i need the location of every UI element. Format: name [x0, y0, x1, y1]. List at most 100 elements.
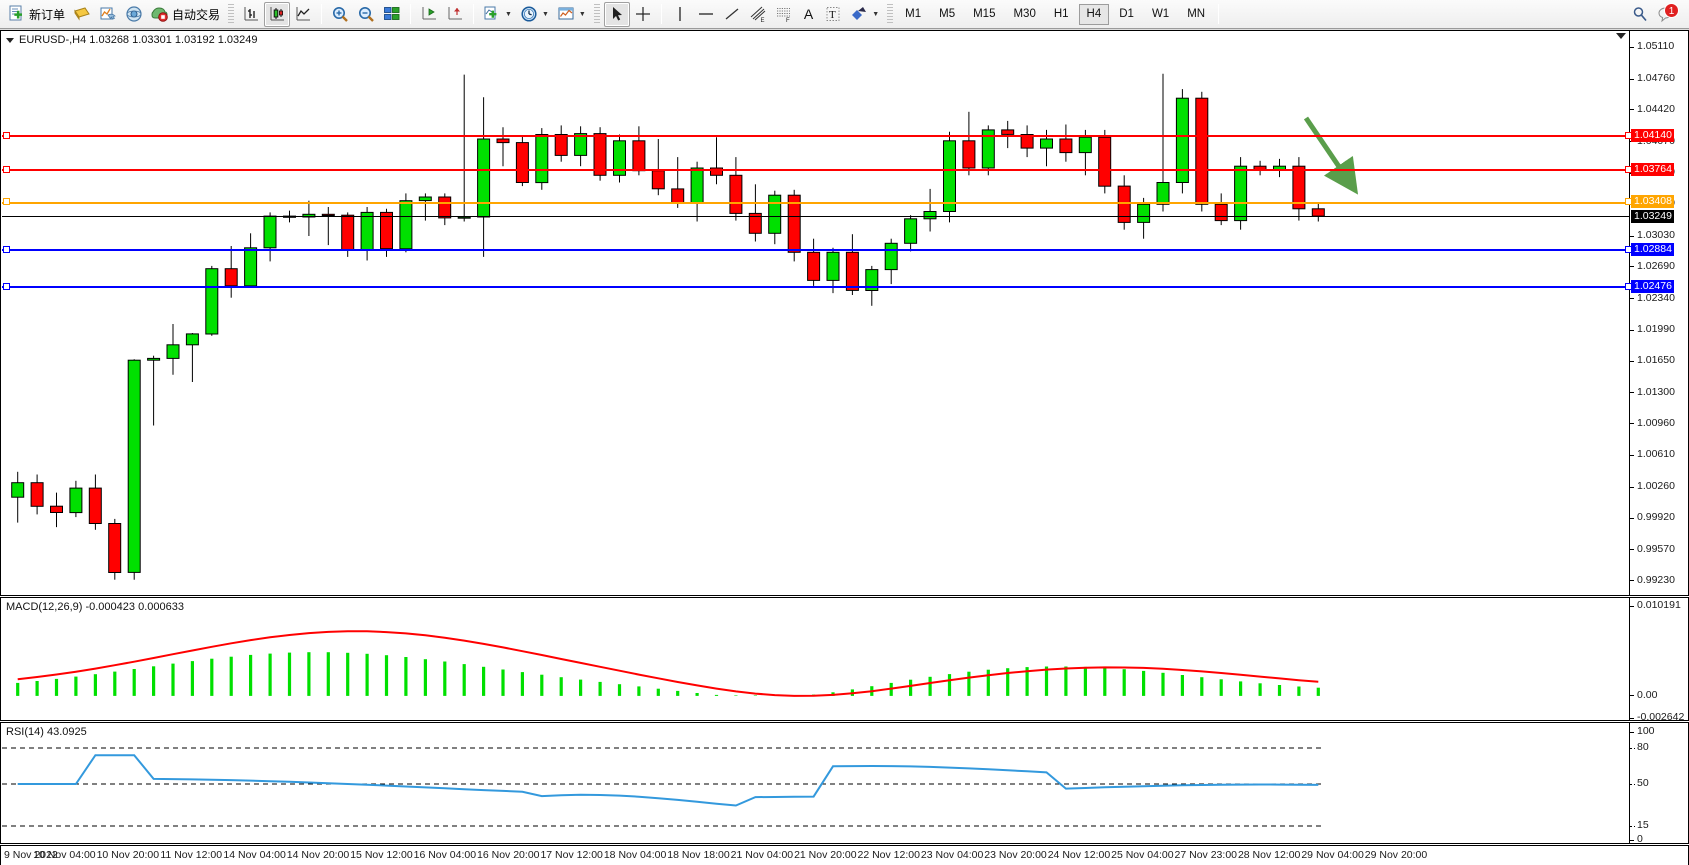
price-level-line-1.03249[interactable] — [2, 216, 1629, 218]
price-level-handle-1.04140[interactable] — [3, 131, 10, 139]
time-tick-label: 29 Nov 04:00 — [1301, 849, 1364, 861]
trendline-tool[interactable] — [719, 2, 745, 27]
horizontal-line-icon — [697, 5, 715, 23]
price-level-label-resistance[interactable]: 1.04140 — [1625, 128, 1674, 142]
new-order-label: 新订单 — [29, 7, 66, 22]
horizontal-line-tool[interactable] — [693, 2, 719, 27]
pane-collapse-icon[interactable] — [1616, 33, 1626, 39]
timeframe-button-m1[interactable]: M1 — [897, 4, 929, 25]
timeframe-button-m30[interactable]: M30 — [1005, 4, 1043, 25]
search-icon — [1631, 5, 1649, 23]
chevron-down-icon[interactable]: ▼ — [541, 10, 549, 18]
cursor-tool[interactable] — [603, 1, 630, 27]
timeframe-button-m15[interactable]: M15 — [965, 4, 1003, 25]
data-window-button[interactable] — [69, 2, 95, 27]
candlestick-series — [11, 73, 1325, 580]
timeframe-button-h1[interactable]: H1 — [1046, 4, 1077, 25]
timeframe-button-m5[interactable]: M5 — [931, 4, 963, 25]
toolbar-grip-2[interactable] — [593, 4, 600, 24]
price-level-label-handle[interactable] — [1625, 282, 1632, 290]
price-level-line-1.03408[interactable] — [2, 201, 1629, 204]
price-tick-label: 1.05110 — [1637, 40, 1675, 53]
timeframe-button-d1[interactable]: D1 — [1111, 4, 1142, 25]
price-level-line-1.04140[interactable] — [2, 135, 1629, 138]
timeframe-label: M1 — [905, 8, 922, 20]
vertical-line-tool[interactable] — [667, 2, 693, 27]
tile-windows-button[interactable] — [379, 2, 405, 27]
toolbar-separator-4 — [660, 4, 662, 24]
price-axis[interactable]: 1.051101.047601.044201.040701.037201.033… — [1625, 31, 1688, 595]
shapes-tool[interactable]: ▼ — [846, 2, 883, 27]
macd-plot-area[interactable] — [2, 599, 1629, 719]
shapes-icon — [850, 5, 868, 23]
zoom-in-button[interactable] — [327, 2, 353, 27]
crosshair-icon — [634, 5, 652, 23]
chevron-down-icon[interactable]: ▼ — [872, 10, 880, 18]
timeframe-label: M15 — [973, 8, 996, 20]
timeframe-button-w1[interactable]: W1 — [1144, 4, 1177, 25]
open-data-folder-button[interactable] — [95, 2, 121, 27]
autotrading-button[interactable]: 自动交易 — [147, 2, 224, 27]
templates-button[interactable]: ▼ — [553, 2, 590, 27]
price-level-label-resistance[interactable]: 1.03764 — [1625, 162, 1674, 176]
rsi-legend: RSI(14) 43.0925 — [6, 726, 87, 738]
line-chart-button[interactable] — [290, 2, 316, 27]
macd-pane[interactable]: MACD(12,26,9) -0.000423 0.000633 0.01019… — [0, 597, 1689, 723]
crosshair-tool[interactable] — [630, 2, 656, 27]
macd-series — [16, 630, 1320, 697]
text-label-tool[interactable]: T — [820, 2, 846, 27]
new-order-button[interactable]: 新订单 — [4, 2, 69, 27]
price-level-label-current[interactable]: 1.03249 — [1631, 209, 1674, 223]
price-level-label-handle[interactable] — [1625, 131, 1632, 139]
price-level-label-pivot[interactable]: 1.03408 — [1625, 195, 1674, 209]
fibonacci-tool[interactable]: F — [771, 2, 797, 27]
candlestick-chart-button[interactable] — [264, 1, 291, 27]
text-tool[interactable]: A — [797, 2, 820, 27]
equidistant-channel-tool[interactable]: E — [745, 2, 771, 27]
candlestick-icon — [268, 5, 286, 23]
time-tick-label: 11 Nov 12:00 — [160, 849, 223, 861]
price-tick-label: 0.99230 — [1637, 573, 1675, 586]
search-button[interactable] — [1627, 2, 1653, 27]
price-level-handle-1.02476[interactable] — [3, 282, 10, 290]
market-watch-button[interactable] — [121, 2, 147, 27]
chart-shift-button[interactable] — [442, 2, 468, 27]
zoom-in-icon — [331, 5, 349, 23]
zoom-out-button[interactable] — [353, 2, 379, 27]
toolbar-separator — [321, 4, 323, 24]
chevron-down-icon[interactable]: ▼ — [505, 10, 512, 18]
period-clock-button[interactable]: ▼ — [516, 2, 553, 27]
rsi-axis[interactable]: 100 80 50 15 0 — [1629, 723, 1688, 845]
price-level-line-1.02476[interactable] — [2, 286, 1629, 289]
toolbar-grip[interactable] — [228, 4, 235, 24]
timeframe-button-mn[interactable]: MN — [1179, 4, 1213, 25]
rsi-plot-area[interactable] — [2, 724, 1629, 842]
price-level-line-1.02884[interactable] — [2, 249, 1629, 252]
price-level-handle-1.02884[interactable] — [3, 245, 10, 253]
price-pane[interactable]: EURUSD-,H4 1.03268 1.03301 1.03192 1.032… — [0, 30, 1689, 596]
rsi-tick-label: 15 — [1637, 819, 1649, 831]
timeframe-button-h4[interactable]: H4 — [1078, 3, 1110, 25]
macd-axis[interactable]: 0.010191 0.00 -0.002642 — [1629, 598, 1688, 723]
time-axis[interactable]: 9 Nov 2022 10 Nov 04:00 10 Nov 20:00 11 Nov… — [0, 845, 1689, 865]
auto-scroll-button[interactable] — [416, 2, 442, 27]
rsi-pane[interactable]: RSI(14) 43.0925 100 80 50 15 0 — [0, 722, 1689, 845]
time-tick-label: 17 Nov 12:00 — [540, 849, 603, 861]
price-level-label-support[interactable]: 1.02884 — [1625, 242, 1674, 256]
bar-chart-button[interactable] — [238, 2, 264, 27]
price-level-label-handle[interactable] — [1625, 165, 1632, 173]
price-level-line-1.03764[interactable] — [2, 169, 1629, 172]
toolbar-grip-3[interactable] — [887, 4, 894, 24]
price-level-label-handle[interactable] — [1625, 245, 1632, 253]
price-level-label-handle[interactable] — [1625, 198, 1632, 206]
chevron-down-icon[interactable] — [6, 37, 14, 43]
price-level-handle-1.03764[interactable] — [3, 165, 10, 173]
price-level-handle-1.03408[interactable] — [3, 198, 10, 206]
price-plot-area[interactable] — [2, 32, 1629, 594]
price-level-label-support[interactable]: 1.02476 — [1625, 279, 1674, 293]
notification-button[interactable]: 1 — [1653, 2, 1679, 27]
chevron-down-icon[interactable]: ▼ — [578, 10, 586, 18]
add-indicator-button[interactable]: ▼ — [479, 2, 516, 27]
time-tick-label: 21 Nov 04:00 — [730, 849, 794, 861]
templates-icon — [557, 5, 575, 23]
